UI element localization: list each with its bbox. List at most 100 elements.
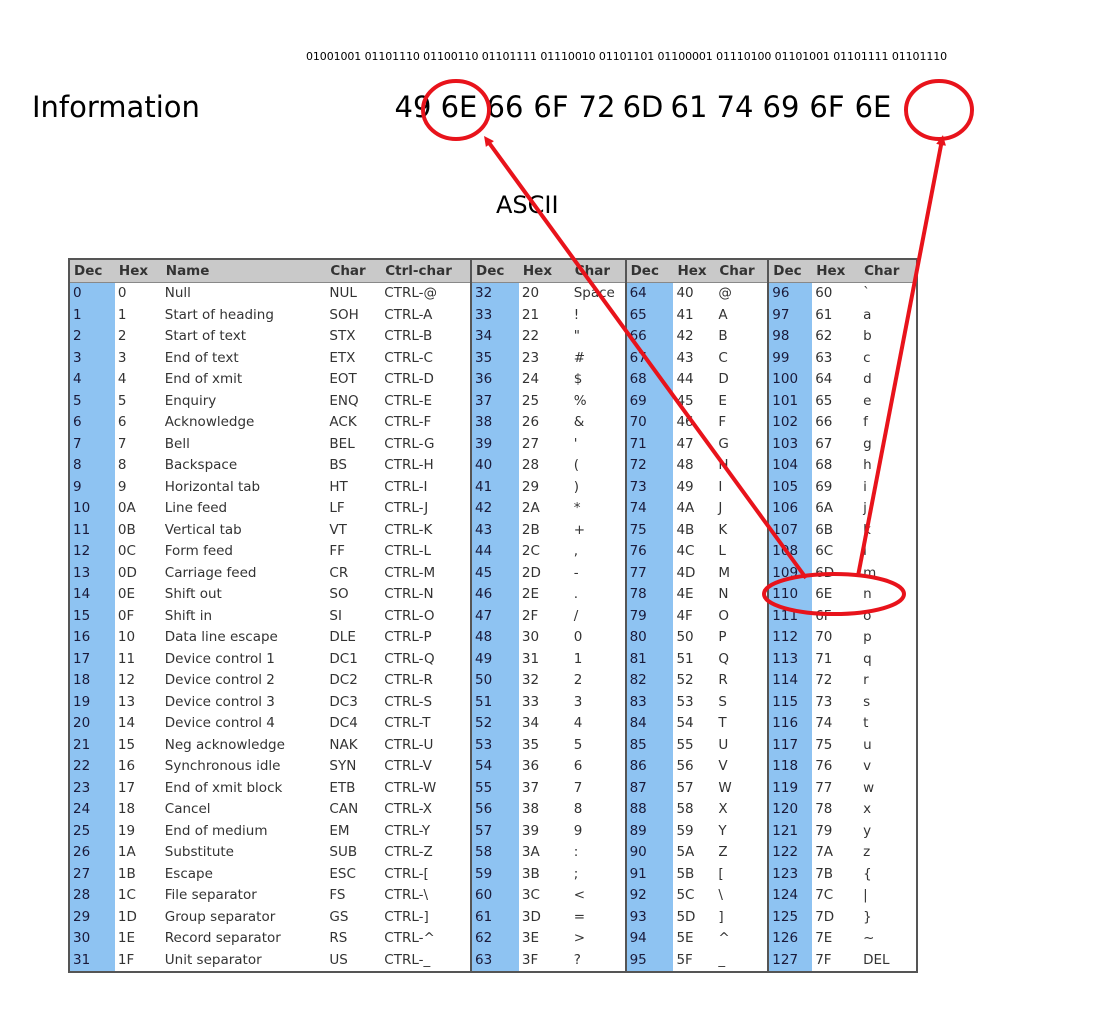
table-cell: 37 xyxy=(521,779,540,796)
hex-value: 6F xyxy=(809,90,845,124)
table-cell: j xyxy=(863,500,867,516)
table-cell: Start of text xyxy=(164,328,246,344)
table-cell: 5C xyxy=(676,887,695,903)
column-header: Char xyxy=(860,259,917,283)
table-cell: DEL xyxy=(863,951,890,968)
column-header: Hex xyxy=(812,259,861,283)
table-cell: F xyxy=(718,414,727,430)
table-cell: CTRL-\ xyxy=(384,887,429,903)
table-cell: Null xyxy=(164,285,191,301)
table-cell: e xyxy=(863,392,872,409)
table-cell: DC4 xyxy=(329,715,358,731)
table-cell: 66 xyxy=(624,326,674,348)
table-cell: 1D xyxy=(117,908,137,925)
table-cell: CTRL-Y xyxy=(384,822,431,839)
table-cell: l xyxy=(863,543,867,559)
table-row: 19 13 Device control 3 DC3 CTRL-S 51 33 3 83 53 S 1… xyxy=(69,691,917,713)
table-cell: % xyxy=(573,392,587,409)
table-cell: 89 xyxy=(624,820,674,842)
table-cell: 74 xyxy=(624,498,674,520)
table-cell: 32 xyxy=(469,282,519,305)
table-cell: 122 xyxy=(767,842,813,864)
table-cell: 64 xyxy=(624,282,674,305)
table-cell: 19 xyxy=(69,691,115,713)
table-cell: 58 xyxy=(676,801,694,817)
table-row: 28 1C File separator FS CTRL-\ 60 3C <92 5C \ 124 7… xyxy=(69,885,917,907)
table-cell: i xyxy=(863,478,867,495)
table-row: 24 18 Cancel CAN CTRL-X 56 38 8 88 58 X 120 78 x xyxy=(69,799,917,821)
table-cell: H xyxy=(718,457,729,473)
table-cell: 91 xyxy=(624,863,674,885)
table-cell: 16 xyxy=(69,627,115,649)
table-cell: v xyxy=(863,758,872,774)
table-cell: 106 xyxy=(767,498,813,520)
table-cell: 6 xyxy=(69,412,115,434)
table-cell: DLE xyxy=(329,629,356,645)
hex-value: 66 xyxy=(486,90,524,124)
binary-string: 01001001 01101110 01100110 01101111 0111… xyxy=(306,50,948,63)
table-cell: 110 xyxy=(767,584,813,606)
table-cell: 71 xyxy=(624,433,674,455)
table-cell: 36 xyxy=(469,369,519,391)
table-cell: 4 xyxy=(117,371,127,387)
table-cell: J xyxy=(718,500,723,516)
table-cell: W xyxy=(718,779,732,796)
table-cell: 0 xyxy=(117,285,127,301)
table-cell: 102 xyxy=(767,412,813,434)
table-cell: Substitute xyxy=(164,844,234,860)
table-cell: CTRL-C xyxy=(384,349,433,366)
table-cell: Line feed xyxy=(164,500,228,516)
table-cell: 39 xyxy=(469,433,519,455)
table-cell: 49 xyxy=(469,648,519,670)
table-cell: 7 xyxy=(117,435,127,452)
table-cell: O xyxy=(718,607,730,624)
table-cell: 51 xyxy=(469,691,519,713)
table-cell: 20 xyxy=(69,713,115,735)
table-cell: 4 xyxy=(69,369,115,391)
table-cell: US xyxy=(329,951,348,968)
table-cell: c xyxy=(863,349,871,366)
table-cell: 3B xyxy=(521,865,540,882)
table-cell: SOH xyxy=(329,306,359,323)
table-cell: End of xmit block xyxy=(164,779,283,796)
table-cell: 98 xyxy=(767,326,813,348)
table-cell: 69 xyxy=(815,478,833,495)
table-cell: o xyxy=(863,607,872,624)
table-row: 13 0D Carriage feed CR CTRL-M 45 2D - 77 4D M 109 6D… xyxy=(69,562,917,584)
table-cell: 5B xyxy=(676,865,695,882)
table-cell: CTRL-J xyxy=(384,500,429,516)
table-cell: BS xyxy=(329,457,347,473)
hex-sequence: 49 6E 66 6F 72 6D 61 74 69 6F 6E xyxy=(390,90,896,124)
table-cell: 120 xyxy=(767,799,813,821)
table-cell: 4C xyxy=(676,543,695,559)
table-cell: 45 xyxy=(469,562,519,584)
table-row: 2 2 Start of text STX CTRL-B 34 22 " 66 42 B 98 62 b xyxy=(69,326,917,348)
table-cell: End of text xyxy=(164,349,239,366)
table-cell: 124 xyxy=(767,885,813,907)
table-cell: 26 xyxy=(521,414,540,430)
table-cell: x xyxy=(863,801,872,817)
table-body: 0 0 Null NUL CTRL-@ 32 20 Space 64 40 @96 60 ` 1 1 Star… xyxy=(69,282,917,972)
table-cell: 72 xyxy=(624,455,674,477)
table-cell: 4E xyxy=(676,586,694,602)
table-cell: 33 xyxy=(469,304,519,326)
hex-value: 74 xyxy=(716,90,754,124)
table-cell: NAK xyxy=(329,736,358,753)
table-row: 1 1 Start of heading SOH CTRL-A 33 21! 65 41 A 97 6… xyxy=(69,304,917,326)
table-cell: Horizontal tab xyxy=(164,478,261,495)
table-cell: 94 xyxy=(624,928,674,950)
table-cell: - xyxy=(573,564,579,581)
table-cell: t xyxy=(863,715,869,731)
table-cell: @ xyxy=(718,285,732,301)
table-cell: 30 xyxy=(521,629,540,645)
table-cell: 44 xyxy=(676,371,694,387)
table-cell: E xyxy=(718,392,727,409)
table-cell: RS xyxy=(329,930,348,946)
table-cell: [ xyxy=(718,865,724,882)
table-cell: 68 xyxy=(815,457,833,473)
column-header: Dec xyxy=(469,259,519,283)
table-cell: 8 xyxy=(69,455,115,477)
column-header: Ctrl-char xyxy=(381,259,471,283)
table-cell: p xyxy=(863,629,872,645)
table-cell: k xyxy=(863,521,871,538)
